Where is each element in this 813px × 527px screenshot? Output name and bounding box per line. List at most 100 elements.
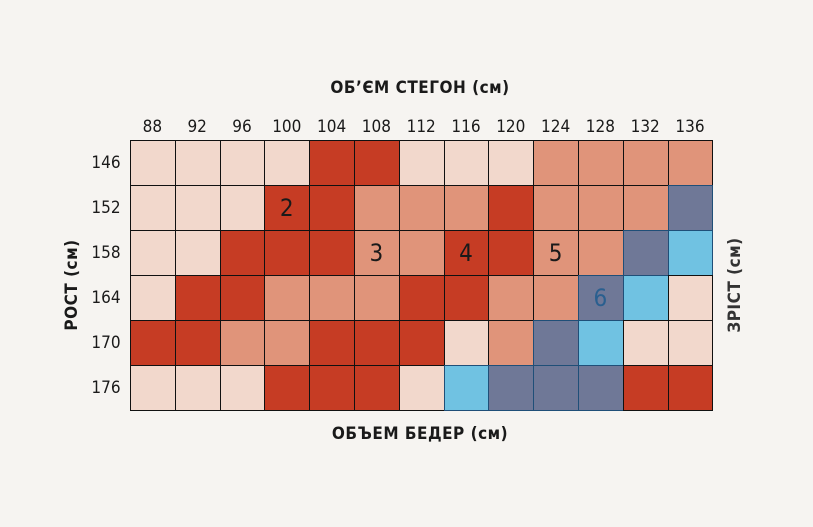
- heatmap-cell: [443, 275, 490, 321]
- heatmap-cell: [443, 140, 490, 186]
- heatmap-cell: [174, 230, 221, 276]
- heatmap-cell: [264, 185, 311, 231]
- size-annotation: 4: [459, 238, 473, 267]
- heatmap-cell: [443, 185, 490, 231]
- size-annotation: 5: [548, 238, 563, 267]
- heatmap-cell: [174, 320, 221, 366]
- heatmap-cell: [488, 320, 535, 366]
- heatmap-cell: [354, 185, 400, 231]
- x-tick-label: 88: [142, 117, 163, 137]
- x-tick-label: 128: [585, 117, 615, 137]
- heatmap-cell: [130, 320, 176, 366]
- heatmap-cell: [174, 275, 221, 321]
- heatmap-cell: [667, 320, 714, 366]
- heatmap-cell: [174, 140, 221, 186]
- left-axis-title: РОСТ (см): [62, 239, 82, 331]
- heatmap-cell: [667, 365, 714, 411]
- heatmap-cell: [578, 230, 624, 276]
- heatmap-cell: [578, 140, 624, 186]
- heatmap-cell: [398, 230, 445, 276]
- heatmap-cell: [622, 230, 669, 276]
- heatmap-cell: [622, 365, 669, 411]
- x-tick-label: 104: [317, 117, 347, 137]
- y-tick-label: 152: [91, 197, 121, 218]
- heatmap-cell: [578, 365, 624, 411]
- heatmap-cell: [533, 320, 579, 366]
- heatmap-cell: [354, 320, 400, 366]
- heatmap-cell: [130, 185, 176, 231]
- heatmap-cell: [667, 275, 714, 321]
- size-grid: 2 3 4 5 6: [130, 140, 714, 411]
- heatmap-cell: [667, 140, 714, 186]
- size-annotation: 2: [279, 193, 294, 222]
- heatmap-cell: [667, 230, 714, 276]
- y-tick-label: 170: [91, 332, 121, 353]
- heatmap-cell: [354, 275, 400, 321]
- heatmap-cell: [622, 320, 669, 366]
- y-tick-label: 158: [91, 242, 121, 263]
- heatmap-cell: [622, 275, 669, 321]
- heatmap-cell: [264, 230, 311, 276]
- heatmap-cell: [533, 365, 579, 411]
- heatmap-cell: [533, 185, 579, 231]
- y-tick-label: 176: [91, 377, 121, 398]
- heatmap-cell: [533, 140, 579, 186]
- heatmap-cell: [309, 230, 355, 276]
- heatmap-cell: [398, 140, 445, 186]
- heatmap-cell: [398, 185, 445, 231]
- heatmap-cell: [354, 230, 400, 276]
- size-annotation: 3: [369, 238, 384, 267]
- heatmap-cell: [264, 275, 311, 321]
- heatmap-cell: [130, 275, 176, 321]
- heatmap-cell: [309, 365, 355, 411]
- heatmap-cell: [219, 140, 266, 186]
- x-tick-label: 116: [451, 117, 481, 137]
- x-tick-label: 108: [361, 117, 391, 137]
- heatmap-cell: [667, 185, 714, 231]
- x-tick-label: 100: [272, 117, 302, 137]
- heatmap-cell: [398, 365, 445, 411]
- heatmap-cell: [622, 140, 669, 186]
- x-tick-label: 120: [496, 117, 526, 137]
- y-tick-label: 164: [91, 287, 121, 308]
- x-tick-label: 132: [630, 117, 660, 137]
- heatmap-cell: [264, 140, 311, 186]
- heatmap-cell: [309, 140, 355, 186]
- heatmap-cell: [398, 320, 445, 366]
- heatmap-cell: [174, 365, 221, 411]
- heatmap-cell: [309, 275, 355, 321]
- x-tick-label: 124: [541, 117, 571, 137]
- heatmap-cell: [443, 365, 490, 411]
- heatmap-cell: [578, 185, 624, 231]
- heatmap-cell: [578, 320, 624, 366]
- heatmap-cell: [488, 275, 535, 321]
- heatmap-cell: [354, 140, 400, 186]
- heatmap-cell: [488, 140, 535, 186]
- x-tick-label: 136: [675, 117, 705, 137]
- size-annotation: 6: [593, 283, 608, 312]
- x-tick-label: 112: [406, 117, 436, 137]
- heatmap-cell: [488, 365, 535, 411]
- heatmap-cell: [309, 185, 355, 231]
- heatmap-cell: [488, 185, 535, 231]
- heatmap-cell: [398, 275, 445, 321]
- heatmap-cell: [354, 365, 400, 411]
- heatmap-cell: [622, 185, 669, 231]
- y-tick-label: 146: [91, 152, 121, 173]
- heatmap-cell: [219, 320, 266, 366]
- bottom-axis-title: ОБЪЕМ БЕДЕР (см): [331, 424, 509, 444]
- heatmap-cell: [130, 230, 176, 276]
- heatmap-cell: [264, 320, 311, 366]
- heatmap-cell: [174, 185, 221, 231]
- x-tick-label: 96: [232, 117, 252, 137]
- heatmap-cell: [488, 230, 535, 276]
- heatmap-cell: [533, 275, 579, 321]
- heatmap-cell: [309, 320, 355, 366]
- heatmap-cell: [219, 185, 266, 231]
- heatmap-cell: [130, 140, 176, 186]
- heatmap-cell: [219, 230, 266, 276]
- heatmap-cell: [443, 320, 490, 366]
- right-axis-title: ЗРІСТ (см): [725, 237, 745, 333]
- heatmap-cell: [264, 365, 311, 411]
- heatmap-cell: [130, 365, 176, 411]
